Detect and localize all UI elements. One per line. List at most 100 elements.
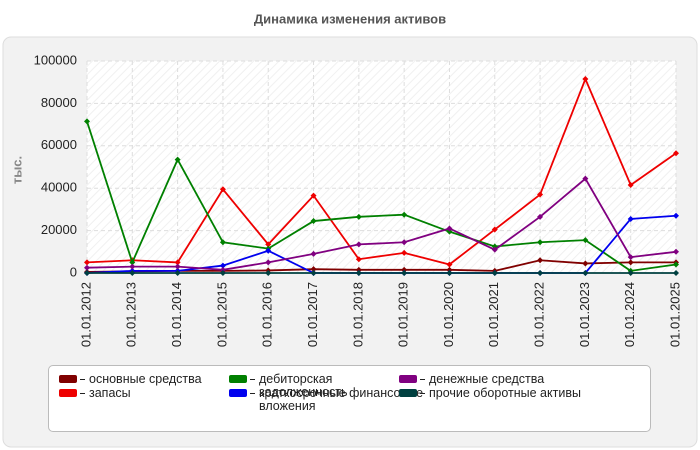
- data-point: [219, 239, 226, 246]
- data-point: [627, 259, 634, 266]
- data-point: [355, 270, 362, 276]
- data-point: [491, 226, 498, 233]
- data-point: [582, 260, 589, 267]
- data-point: [491, 270, 498, 276]
- x-tick-label: 01.01.2015: [214, 282, 229, 347]
- y-tick-label: 40000: [41, 180, 77, 195]
- data-point: [84, 259, 90, 266]
- data-point: [582, 76, 589, 83]
- x-tick-label: 01.01.2025: [667, 282, 682, 347]
- data-point: [673, 248, 679, 255]
- data-point: [84, 118, 90, 125]
- data-point: [582, 270, 589, 276]
- data-point: [219, 186, 226, 193]
- x-tick-label: 01.01.2021: [486, 282, 501, 347]
- data-point: [265, 259, 272, 266]
- data-point: [537, 239, 544, 246]
- data-point: [627, 270, 634, 276]
- data-point: [446, 266, 453, 273]
- data-point: [537, 270, 544, 276]
- data-point: [84, 270, 90, 276]
- data-point: [174, 263, 181, 270]
- data-point: [129, 259, 136, 266]
- legend-item: дебиторская задолженность: [229, 373, 424, 399]
- data-point: [401, 211, 408, 218]
- data-point: [355, 256, 362, 263]
- x-tick-label: 01.01.2018: [350, 282, 365, 347]
- data-point: [446, 261, 453, 268]
- data-point: [310, 250, 317, 257]
- data-point: [310, 266, 317, 273]
- data-point: [627, 254, 634, 261]
- legend-item: прочие оборотные активы: [399, 387, 594, 400]
- data-point: [265, 247, 272, 254]
- legend-dash: [80, 393, 85, 394]
- legend-label: дебиторская задолженность: [259, 372, 348, 399]
- x-tick-label: 01.01.2014: [169, 282, 184, 347]
- legend-dash: [80, 379, 85, 380]
- data-point: [491, 246, 498, 253]
- data-point: [355, 213, 362, 220]
- legend-label: основные средства: [89, 372, 202, 386]
- legend-dash: [250, 379, 255, 380]
- data-point: [446, 270, 453, 276]
- data-point: [129, 263, 136, 270]
- data-point: [627, 182, 634, 189]
- data-point: [673, 261, 679, 268]
- data-point: [310, 218, 317, 225]
- data-point: [129, 270, 136, 276]
- data-point: [310, 270, 317, 276]
- x-tick-label: 01.01.2020: [441, 282, 456, 347]
- series-line: [86, 177, 677, 271]
- legend-item: основные средства: [59, 373, 254, 386]
- x-tick-label: 01.01.2024: [622, 282, 637, 347]
- y-tick-label: 60000: [41, 137, 77, 152]
- chart-title: Динамика изменения активов: [254, 11, 446, 26]
- data-point: [401, 239, 408, 246]
- legend-swatch: [229, 389, 247, 397]
- y-tick-label: 20000: [41, 222, 77, 237]
- data-point: [174, 156, 181, 163]
- x-tick-label: 01.01.2019: [396, 282, 411, 347]
- x-tick-label: 01.01.2017: [305, 282, 320, 347]
- legend-swatch: [229, 375, 247, 383]
- data-point: [537, 191, 544, 198]
- data-point: [219, 262, 226, 269]
- data-point: [219, 266, 226, 273]
- data-point: [355, 266, 362, 273]
- legend-swatch: [59, 389, 77, 397]
- legend-dash: [420, 379, 425, 380]
- data-point: [537, 257, 544, 264]
- legend-swatch: [399, 389, 417, 397]
- data-point: [673, 150, 679, 157]
- legend-item: краткосрочные финансовые вложения: [229, 387, 424, 413]
- legend: основные средства запасы дебиторская задол…: [48, 365, 651, 432]
- x-tick-label: 01.01.2016: [260, 282, 275, 347]
- data-point: [582, 237, 589, 244]
- data-point: [219, 270, 226, 276]
- data-point: [582, 175, 589, 182]
- y-tick-label: 80000: [41, 95, 77, 110]
- legend-label: денежные средства: [429, 372, 545, 386]
- legend-swatch: [399, 375, 417, 383]
- data-point: [673, 212, 679, 219]
- legend-label: прочие оборотные активы: [429, 386, 581, 400]
- data-point: [401, 270, 408, 276]
- series-line: [86, 121, 677, 272]
- data-point: [627, 215, 634, 222]
- legend-swatch: [59, 375, 77, 383]
- data-point: [401, 249, 408, 256]
- legend-item: запасы: [59, 387, 254, 400]
- data-point: [174, 259, 181, 266]
- legend-dash: [420, 393, 425, 394]
- legend-dash: [250, 393, 255, 394]
- series-line: [86, 76, 677, 266]
- y-tick-label: 100000: [34, 52, 77, 67]
- data-point: [84, 264, 90, 271]
- x-tick-label: 01.01.2022: [532, 282, 547, 347]
- data-point: [673, 270, 679, 276]
- data-point: [401, 266, 408, 273]
- legend-label: краткосрочные финансовые вложения: [259, 386, 424, 413]
